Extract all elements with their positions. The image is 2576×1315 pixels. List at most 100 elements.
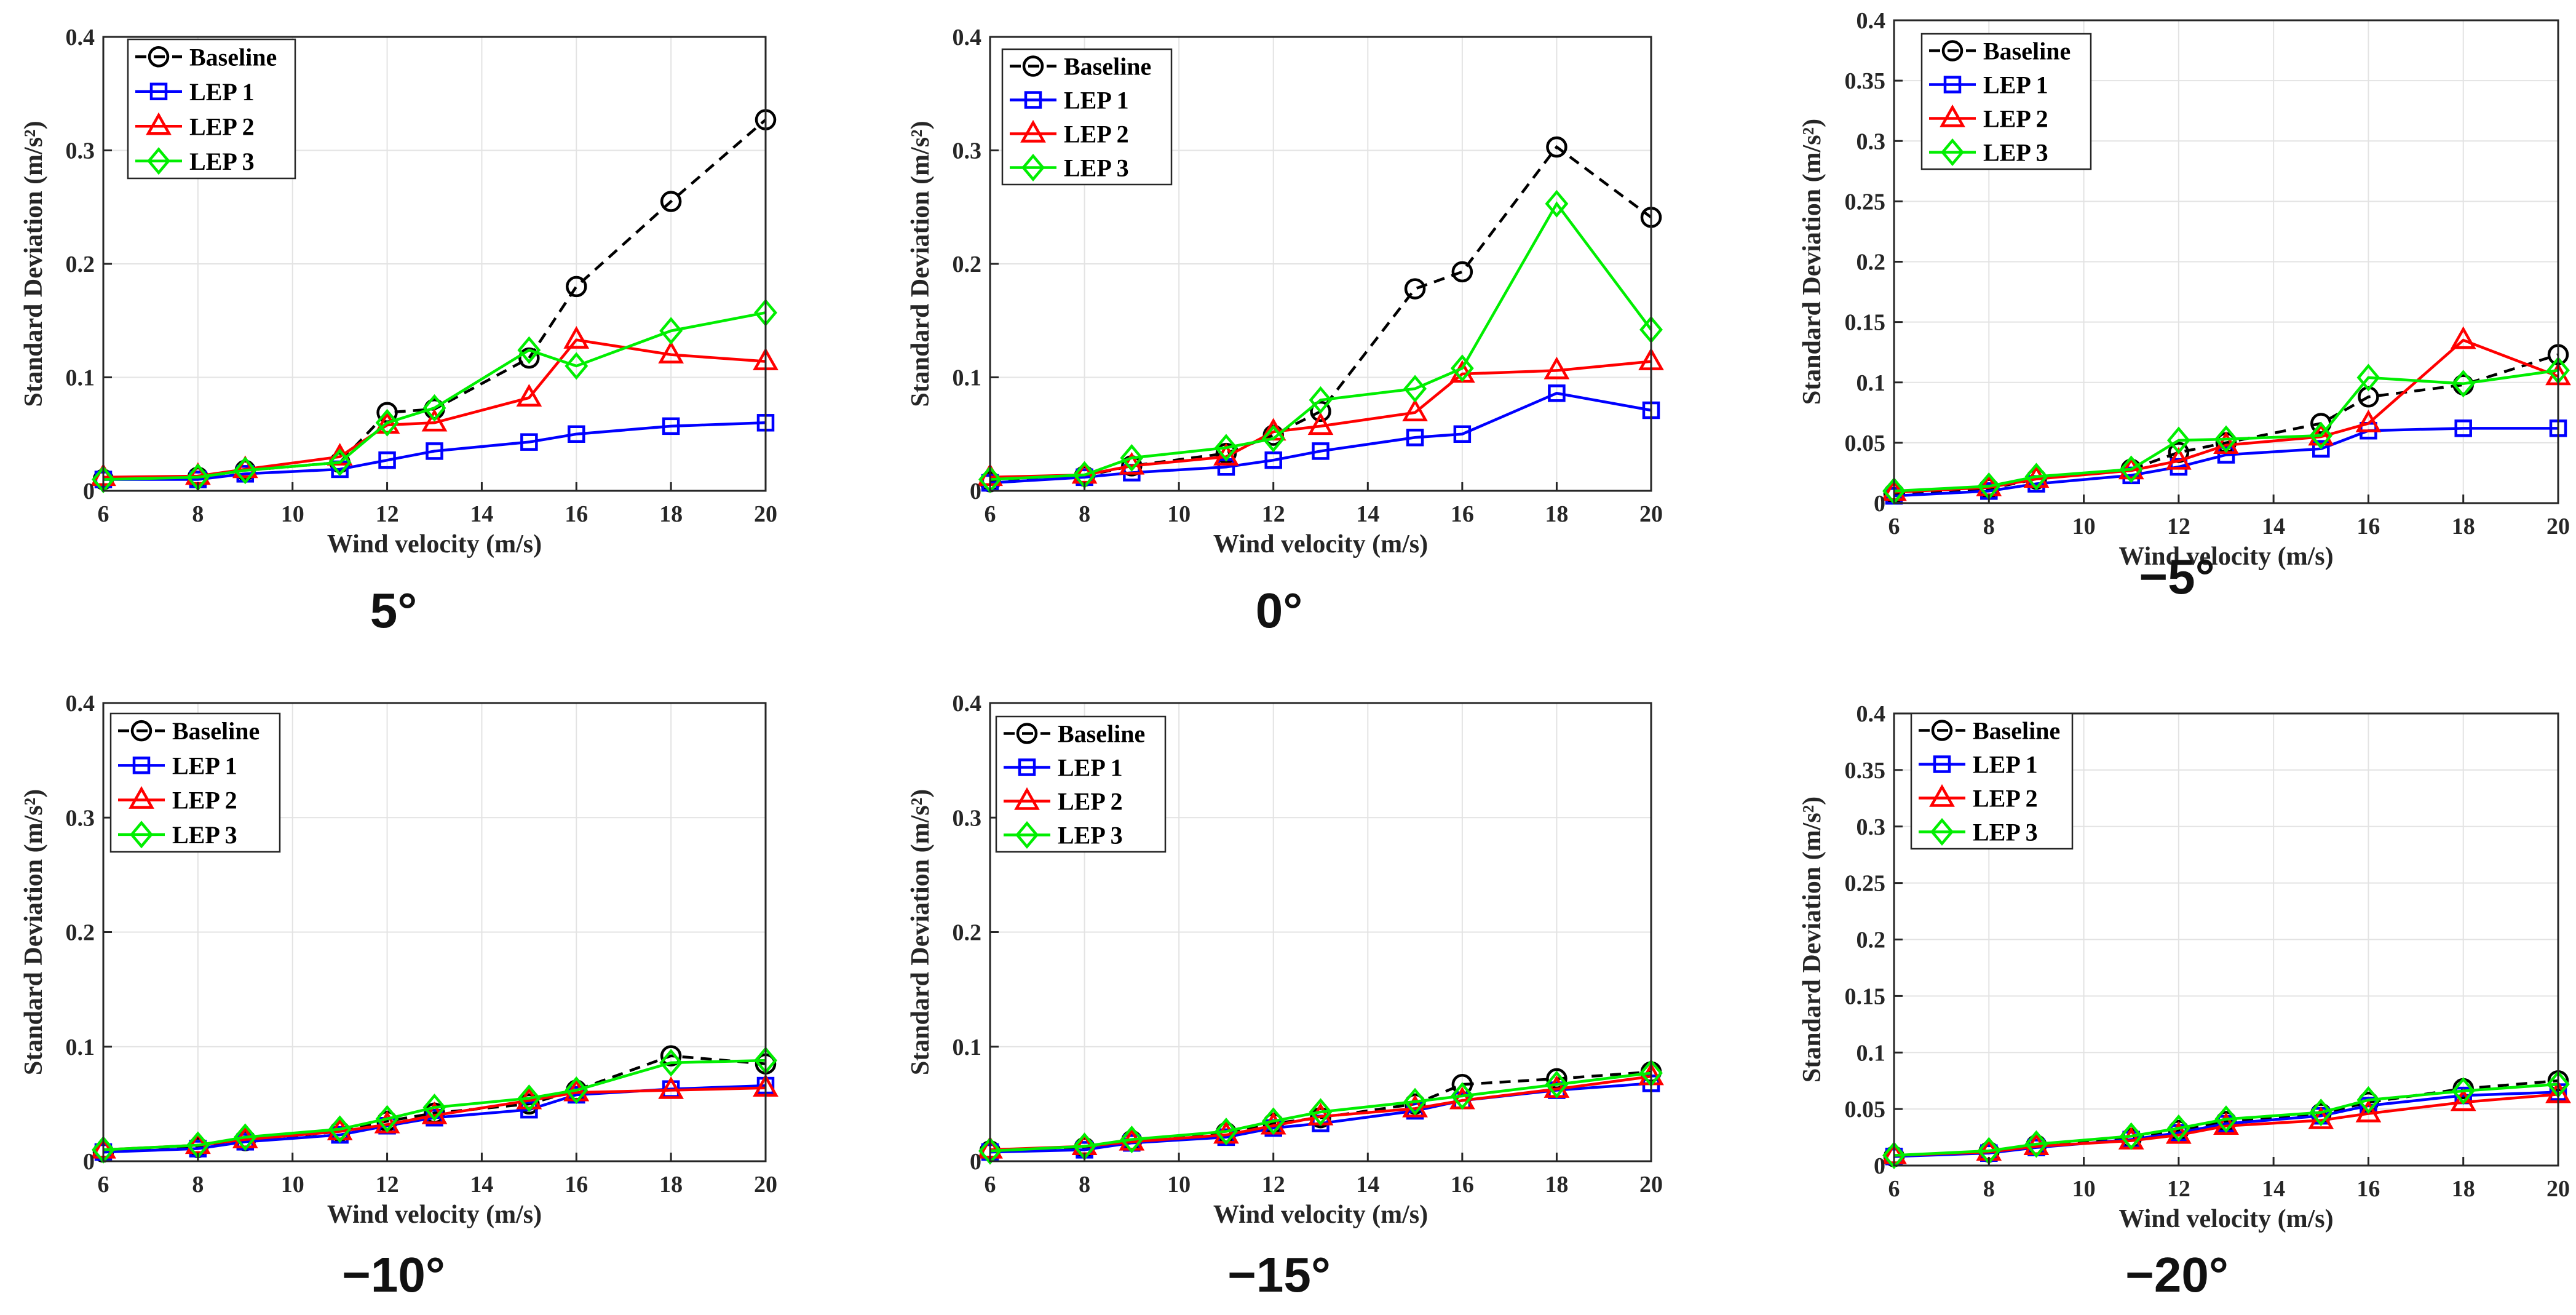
- x-tick-label: 16: [565, 501, 588, 527]
- legend-box: [109, 712, 281, 853]
- data-point-baseline: [660, 191, 682, 212]
- data-point-lep-2: [658, 341, 684, 364]
- legend-label: LEP 2: [189, 113, 255, 140]
- legend-label: Baseline: [189, 43, 277, 71]
- legend-item: LEP 2: [1929, 104, 2048, 133]
- data-point-lep-3: [2309, 421, 2333, 450]
- legend-marker: [1941, 40, 1964, 62]
- y-tick-label: 0.2: [66, 920, 95, 946]
- y-tick-label: 0: [1874, 491, 1885, 517]
- legend-label: LEP 3: [172, 821, 237, 849]
- data-point-lep-3: [2166, 426, 2190, 455]
- y-tick-label: 0.4: [66, 691, 95, 717]
- data-point-lep-3: [659, 317, 683, 345]
- data-point-lep-2: [2355, 1099, 2382, 1122]
- legend-label: Baseline: [1064, 53, 1151, 81]
- data-point-lep-3: [2309, 1098, 2333, 1127]
- y-tick-label: 0.35: [1845, 758, 1886, 784]
- legend-label: LEP 2: [1064, 121, 1129, 148]
- y-tick-label: 0.4: [1857, 8, 1886, 34]
- legend-box: [1001, 48, 1173, 186]
- legend-marker: [1941, 138, 1964, 166]
- legend-item: Baseline: [135, 43, 277, 71]
- data-point-lep-1: [2217, 446, 2235, 464]
- data-point-lep-1: [520, 433, 538, 451]
- data-point-lep-3: [1882, 1141, 1906, 1169]
- series-line-lep-3: [989, 201, 1652, 481]
- x-tick-label: 14: [470, 1172, 493, 1198]
- data-point-lep-3: [2214, 1105, 2238, 1134]
- y-tick-label: 0.15: [1845, 983, 1886, 1009]
- data-point-lep-3: [328, 1115, 352, 1143]
- legend-marker: [147, 147, 170, 175]
- legend-item: LEP 1: [1929, 71, 2048, 99]
- data-point-lep-3: [2119, 1122, 2143, 1150]
- data-point-lep-3: [2024, 463, 2048, 491]
- legend-marker: [1016, 723, 1038, 744]
- data-point-lep-3: [1450, 354, 1474, 383]
- y-tick-label: 0.4: [953, 691, 982, 717]
- panel-caption: −20°: [2125, 1247, 2229, 1302]
- legend-label: LEP 3: [189, 148, 255, 175]
- data-point-lep-3: [1545, 1070, 1569, 1098]
- legend-label: LEP 3: [1983, 139, 2048, 167]
- panel-caption: −10°: [342, 1247, 445, 1302]
- chart-panel-5: 6 8 10 12 14 16 18 20 0 0.1 0.2 0.3 0.4 Wind velocity…: [906, 691, 1664, 1302]
- x-tick-label: 16: [2356, 514, 2380, 539]
- data-point-lep-3: [328, 448, 352, 477]
- legend-item: LEP 2: [1010, 119, 1129, 148]
- data-point-lep-1: [2312, 440, 2330, 458]
- x-tick-label: 8: [1079, 1172, 1090, 1198]
- data-point-lep-2: [658, 1076, 684, 1099]
- y-tick-label: 0.4: [953, 25, 982, 50]
- y-tick-label: 0.3: [66, 805, 95, 831]
- legend-marker: [132, 757, 151, 774]
- x-tick-label: 20: [754, 1172, 777, 1198]
- data-point-lep-2: [2355, 409, 2382, 432]
- x-tick-label: 10: [281, 1172, 304, 1198]
- data-point-lep-2: [563, 326, 590, 349]
- legend-marker: [1929, 784, 1955, 807]
- x-tick-label: 20: [1639, 501, 1663, 527]
- legend: Baseline LEP 1 LEP 2 LEP 3: [1910, 712, 2074, 850]
- data-point-lep-3: [375, 1105, 399, 1133]
- x-tick-label: 18: [1545, 1172, 1568, 1198]
- chart-panel-3: 6 8 10 12 14 16 18 20 0 0.05 0.1 0.15 0.2 0.25 0.3 0.35…: [1798, 8, 2571, 604]
- legend-item: Baseline: [118, 717, 260, 745]
- legend-label: LEP 2: [172, 787, 237, 814]
- x-tick-label: 20: [2546, 1176, 2570, 1202]
- series-line-lep-2: [989, 360, 1652, 479]
- x-tick-label: 10: [1167, 1172, 1191, 1198]
- legend: Baseline LEP 1 LEP 2 LEP 3: [995, 715, 1167, 853]
- x-tick-label: 12: [2167, 514, 2190, 539]
- x-tick-label: 14: [1356, 501, 1379, 527]
- x-tick-label: 12: [376, 501, 399, 527]
- y-tick-label: 0.2: [66, 252, 95, 277]
- data-point-lep-3: [517, 336, 541, 364]
- y-tick-label: 0: [1874, 1153, 1885, 1179]
- legend-marker: [1940, 104, 1965, 127]
- legend-marker: [1930, 818, 1954, 846]
- legend-item: LEP 2: [135, 112, 255, 140]
- y-tick-label: 0.2: [953, 920, 982, 946]
- y-tick-label: 0.1: [66, 365, 95, 391]
- x-tick-label: 20: [2546, 514, 2570, 539]
- data-point-lep-1: [662, 417, 680, 435]
- data-point-lep-1: [1453, 425, 1472, 443]
- data-point-lep-1: [568, 425, 585, 443]
- legend-label: Baseline: [1973, 717, 2060, 745]
- x-tick-label: 16: [1451, 501, 1474, 527]
- legend-label: LEP 1: [1983, 71, 2048, 99]
- legend-label: LEP 2: [1058, 788, 1123, 816]
- data-point-lep-1: [378, 451, 396, 469]
- y-tick-label: 0.1: [953, 365, 982, 391]
- y-tick-label: 0.35: [1845, 68, 1886, 94]
- x-tick-label: 10: [281, 501, 304, 527]
- data-point-lep-2: [516, 384, 542, 407]
- data-point-baseline: [1310, 400, 1331, 423]
- legend-label: LEP 2: [1973, 785, 2038, 812]
- legend-label: LEP 3: [1058, 822, 1123, 849]
- data-point-lep-3: [1120, 444, 1144, 472]
- legend-item: LEP 1: [135, 78, 255, 106]
- data-point-lep-3: [1261, 424, 1285, 453]
